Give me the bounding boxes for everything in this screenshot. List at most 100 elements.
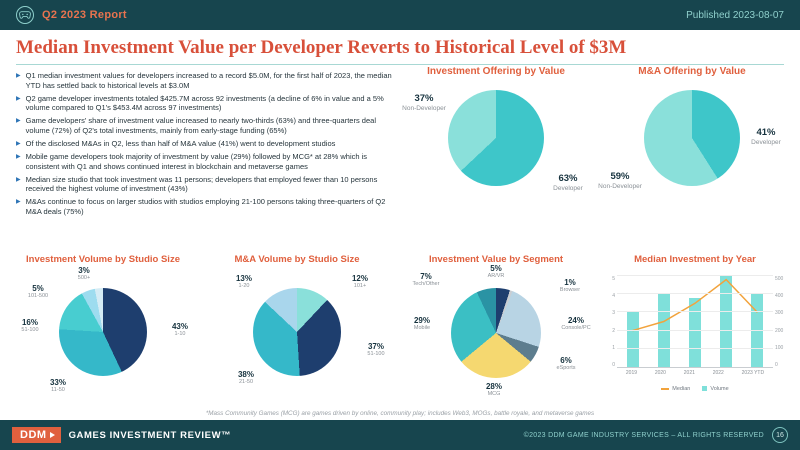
footnote: *Mass Community Games (MCG) are games dr… [205, 410, 595, 417]
footer-bar: DDM GAMES INVESTMENT REVIEW™ ©2023 DDM G… [0, 420, 800, 450]
bullet-text: Of the disclosed M&As in Q2, less than h… [25, 138, 336, 148]
bullet-marker-icon: ▶ [16, 73, 21, 79]
legend-item: Median [661, 386, 690, 392]
chart-title: Investment Offering by Value [427, 66, 565, 77]
slice-label: 38% 21-50 [218, 370, 274, 386]
slice-name: Browser [559, 287, 581, 294]
left-tick-label: 4 [612, 293, 615, 300]
chart-title: Investment Volume by Studio Size [26, 254, 180, 265]
bullet-text: Mobile game developers took majority of … [25, 152, 368, 171]
slice-name: Mobile [413, 325, 431, 332]
slice-label: 16% 51-100 [2, 318, 58, 334]
bullet-marker-icon: ▶ [16, 176, 21, 183]
investment-volume-panel: Investment Volume by Studio Size 43% 1-1… [8, 252, 198, 416]
slice-name: 101+ [353, 283, 367, 290]
gridline [617, 347, 773, 349]
page-title: Median Investment Value per Developer Re… [16, 37, 627, 58]
ma-volume-panel: M&A Volume by Studio Size 12% 101+ 37% 5… [202, 252, 392, 416]
legend-swatch [661, 387, 670, 390]
slice-pct: 29% [413, 316, 430, 325]
slice-label: 6% eSports [538, 356, 594, 372]
slice-pct: 38% [237, 370, 254, 379]
slice-name: Tech/Other [412, 281, 440, 288]
slice-label: 7% Tech/Other [398, 272, 454, 288]
investment-volume-pie [59, 288, 147, 376]
slice-name: 11-50 [51, 387, 65, 394]
slice-pct: 37% [367, 342, 384, 351]
gridline [617, 275, 773, 276]
left-tick-label: 1 [612, 344, 615, 351]
investment-offering-panel: Investment Offering by Value 37% Non-Dev… [402, 64, 590, 248]
ma-offering-panel: M&A Offering by Value 41% Developer 59% … [598, 64, 786, 248]
legend-swatch [702, 386, 708, 392]
ddm-logo-text: DDM [20, 429, 47, 441]
bullet-marker-icon: ▶ [16, 95, 21, 102]
bullet-text: Game developers' share of investment val… [25, 116, 376, 135]
investment-offering-pie [448, 90, 544, 186]
slice-pct: 37% [414, 93, 434, 104]
bullet-item: ▶ Q1 median investment values for develop… [16, 71, 396, 90]
slice-name: 101-500 [27, 293, 49, 300]
page-number: 16 [772, 427, 788, 443]
slice-pct: 5% [32, 284, 44, 293]
slice-pct: 5% [490, 264, 502, 273]
left-tick-label: 0 [612, 361, 615, 368]
left-axis: 5 4 3 2 1 0 [600, 276, 615, 368]
slice-label: 41% Developer [738, 127, 794, 146]
slice-label: 5% AR/VR [468, 264, 524, 280]
volume-bar [688, 297, 701, 367]
slice-label: 5% 101-500 [10, 284, 66, 300]
gridline [617, 329, 773, 331]
value-by-segment-panel: Investment Value by Segment 5% AR/VR 1% … [398, 252, 594, 416]
bullet-text: Median size studio that took investment … [25, 174, 378, 194]
slice-pct: 28% [485, 382, 502, 391]
slice-name: 51-100 [21, 327, 39, 334]
bullet-list: ▶ Q1 median investment values for develop… [16, 71, 396, 216]
right-tick-label: 400 [775, 293, 784, 300]
bullet-item: ▶ Game developers' share of investment va… [16, 116, 396, 135]
slice-pct: 16% [21, 318, 38, 327]
slice-name: 500+ [77, 275, 91, 282]
x-tick-label: 2022 [712, 370, 724, 376]
slice-pct: 6% [560, 356, 572, 365]
slice-name: 21-50 [238, 379, 254, 386]
bullet-marker-icon: ▶ [16, 199, 21, 206]
slice-pct: 3% [78, 266, 90, 275]
median-line-series [617, 276, 773, 367]
chart-legend: Median Volume [598, 386, 792, 392]
slice-label: 37% 51-100 [348, 342, 404, 358]
x-tick-label: 2020 [654, 370, 666, 376]
ddm-logo: DDM [12, 427, 61, 443]
slice-pct: 24% [567, 316, 584, 325]
volume-bar [720, 276, 733, 367]
median-by-year-panel: Median Investment by Year 5 4 3 2 1 0 500 400 3… [598, 252, 792, 416]
slice-label: 33% 11-50 [30, 378, 86, 394]
x-tick-label: 2023 YTD [741, 370, 765, 376]
slice-label: 1% Browser [542, 278, 598, 294]
slice-label: 43% 1-10 [152, 322, 208, 338]
slice-pct: 7% [420, 272, 432, 281]
slice-name: 51-100 [367, 351, 385, 358]
slice-pct: 43% [171, 322, 188, 331]
slice-name: Non-Developer [598, 182, 642, 190]
ma-volume-pie [253, 288, 341, 376]
slice-label: 13% 1-20 [216, 274, 272, 290]
slice-label: 28% MCG [466, 382, 522, 398]
left-tick-label: 5 [612, 276, 615, 282]
slice-name: Console/PC [561, 325, 591, 332]
x-tick-label: 2019 [625, 370, 638, 376]
bullet-item: ▶ Median size studio that took investment… [16, 175, 396, 194]
gamepad-icon [16, 6, 34, 24]
right-tick-label: 300 [775, 310, 784, 317]
arrow-right-icon [49, 432, 55, 438]
left-tick-label: 2 [612, 327, 615, 334]
slice-label: 12% 101+ [332, 274, 388, 290]
slice-name: eSports [556, 365, 576, 372]
slice-label: 24% Console/PC [548, 316, 604, 332]
bullet-item: ▶ Mobile game developers took majority of… [16, 152, 396, 171]
x-axis-labels: 2019 2020 2021 2022 2023 YTD [617, 370, 773, 376]
header-bar: Q2 2023 Report Published 2023-08-07 [0, 0, 800, 30]
x-tick-label: 2021 [683, 370, 695, 376]
right-tick-label: 200 [775, 327, 784, 334]
